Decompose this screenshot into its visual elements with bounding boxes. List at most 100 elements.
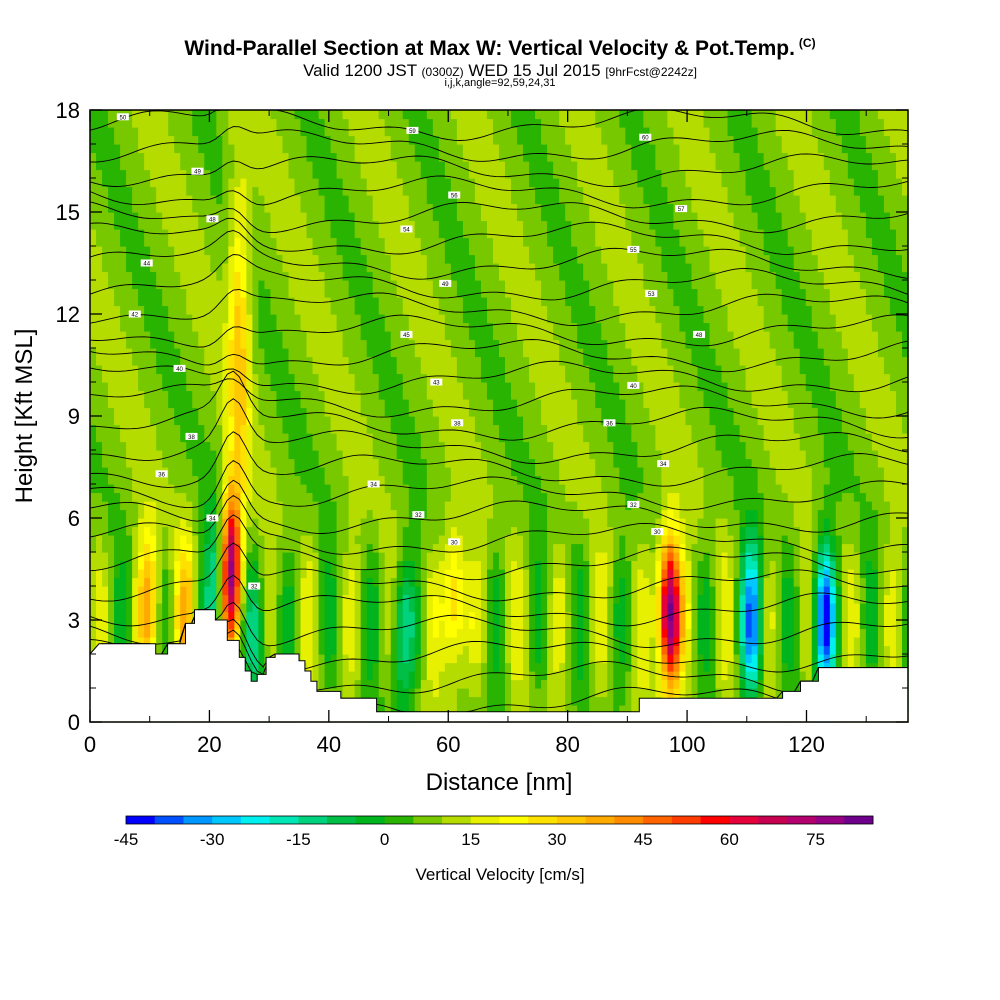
velocity-cell — [258, 339, 266, 349]
velocity-cell — [156, 492, 163, 502]
velocity-cell — [228, 382, 235, 392]
velocity-cell — [90, 110, 97, 120]
velocity-cell — [360, 458, 368, 468]
velocity-cell — [282, 492, 290, 502]
velocity-cell — [216, 127, 223, 137]
velocity-cell — [198, 577, 205, 587]
velocity-cell — [372, 611, 380, 621]
velocity-cell — [300, 416, 308, 426]
velocity-cell — [126, 220, 133, 230]
velocity-cell — [246, 416, 253, 426]
velocity-cell — [288, 509, 296, 519]
velocity-cell — [252, 110, 260, 120]
velocity-cell — [330, 611, 338, 621]
velocity-cell — [505, 560, 512, 570]
velocity-cell — [228, 484, 235, 494]
velocity-cell — [138, 586, 145, 596]
velocity-cell — [282, 569, 290, 579]
velocity-cell — [90, 229, 97, 239]
velocity-cell — [282, 263, 290, 273]
velocity-cell — [438, 543, 446, 553]
velocity-cell — [354, 110, 362, 120]
velocity-cell — [492, 637, 500, 647]
velocity-cell — [264, 280, 272, 290]
velocity-cell — [318, 484, 326, 494]
velocity-cell — [390, 484, 398, 494]
velocity-cell — [499, 246, 506, 256]
velocity-cell — [228, 390, 235, 400]
velocity-cell — [126, 212, 133, 222]
velocity-cell — [420, 203, 428, 213]
velocity-cell — [186, 509, 193, 519]
velocity-cell — [264, 637, 272, 647]
velocity-cell — [198, 322, 205, 332]
velocity-cell — [318, 560, 326, 570]
velocity-cell — [384, 475, 392, 485]
velocity-cell — [420, 603, 428, 613]
velocity-cell — [450, 203, 458, 213]
velocity-cell — [132, 594, 139, 604]
velocity-cell — [282, 509, 290, 519]
velocity-cell — [270, 382, 278, 392]
velocity-cell — [354, 416, 362, 426]
velocity-cell — [462, 569, 470, 579]
velocity-cell — [306, 492, 314, 502]
velocity-cell — [306, 365, 314, 375]
velocity-cell — [288, 152, 296, 162]
velocity-cell — [396, 220, 404, 230]
velocity-cell — [252, 220, 260, 230]
velocity-cell — [138, 577, 145, 587]
velocity-cell — [378, 458, 386, 468]
velocity-cell — [414, 271, 422, 281]
velocity-cell — [270, 467, 278, 477]
velocity-cell — [294, 254, 302, 264]
velocity-cell — [108, 169, 115, 179]
velocity-cell — [180, 433, 187, 443]
velocity-cell — [126, 135, 133, 145]
velocity-cell — [120, 501, 127, 511]
velocity-cell — [264, 484, 272, 494]
velocity-cell — [162, 152, 169, 162]
velocity-cell — [168, 637, 175, 647]
velocity-cell — [96, 135, 103, 145]
velocity-cell — [276, 492, 284, 502]
velocity-cell — [318, 356, 326, 366]
velocity-cell — [384, 314, 392, 324]
velocity-cell — [372, 535, 380, 545]
velocity-cell — [318, 322, 326, 332]
velocity-cell — [372, 688, 380, 698]
velocity-cell — [480, 628, 488, 638]
velocity-cell — [426, 628, 434, 638]
velocity-cell — [456, 492, 464, 502]
velocity-cell — [384, 450, 392, 460]
velocity-cell — [462, 382, 470, 392]
velocity-cell — [336, 611, 344, 621]
velocity-cell — [90, 161, 97, 171]
velocity-cell — [342, 110, 350, 120]
velocity-cell — [204, 203, 211, 213]
velocity-cell — [294, 569, 302, 579]
velocity-cell — [408, 118, 416, 128]
velocity-cell — [156, 501, 163, 511]
velocity-cell — [162, 560, 169, 570]
velocity-cell — [198, 263, 205, 273]
velocity-cell — [114, 509, 121, 519]
velocity-cell — [156, 603, 163, 613]
velocity-cell — [222, 280, 229, 290]
velocity-cell — [102, 390, 109, 400]
velocity-cell — [90, 552, 97, 562]
velocity-cell — [360, 152, 368, 162]
velocity-cell — [378, 662, 386, 672]
velocity-cell — [480, 237, 488, 247]
velocity-cell — [384, 586, 392, 596]
velocity-cell — [450, 186, 458, 196]
velocity-cell — [114, 390, 121, 400]
velocity-cell — [480, 246, 488, 256]
velocity-cell — [216, 280, 223, 290]
velocity-cell — [426, 671, 434, 681]
velocity-cell — [252, 348, 260, 358]
velocity-cell — [480, 475, 488, 485]
velocity-cell — [402, 441, 410, 451]
velocity-cell — [192, 535, 199, 545]
velocity-cell — [90, 628, 97, 638]
